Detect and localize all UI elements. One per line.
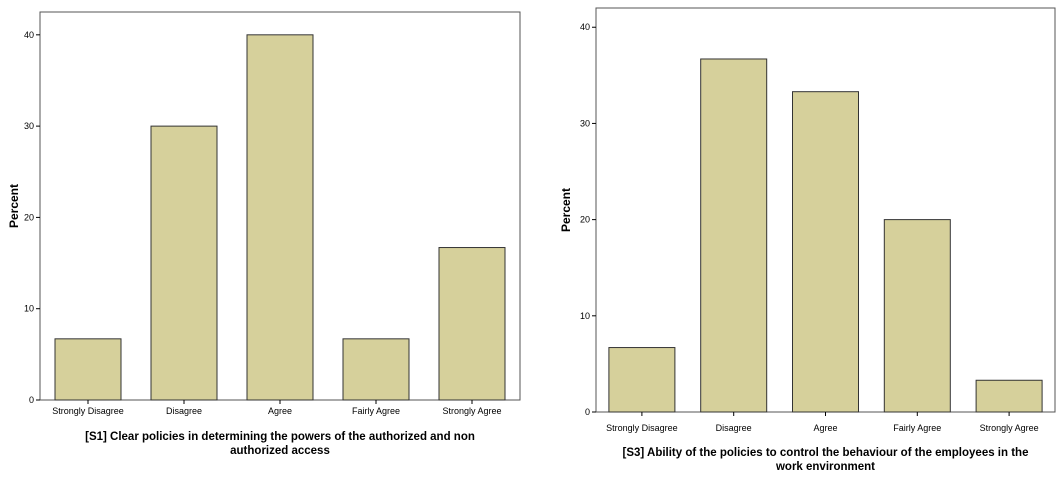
x-tick-label: Fairly Agree <box>893 423 941 433</box>
x-tick-label: Agree <box>268 406 292 416</box>
x-tick-label: Agree <box>813 423 837 433</box>
chart-panel-s3: 0 10 20 30 40 Percent Strongly Disagree Disagre… <box>530 0 1060 480</box>
y-tick-label: 40 <box>580 22 590 32</box>
y-tick-label: 10 <box>24 304 34 314</box>
y-axis-label: Percent <box>559 188 573 232</box>
bar-chart-s3: 0 10 20 30 40 Percent Strongly Disagree Disagre… <box>559 7 1056 473</box>
y-axis-label: Percent <box>7 184 21 228</box>
y-tick-label: 20 <box>580 215 590 225</box>
bar-agree <box>792 91 859 413</box>
x-tick-label: Strongly Agree <box>980 423 1039 433</box>
bar-strongly-disagree <box>54 338 122 401</box>
bar-agree <box>246 34 314 401</box>
y-tick-label: 0 <box>29 395 34 405</box>
x-tick-label: Disagree <box>716 423 752 433</box>
chart-panel-s1: 0 10 20 30 40 Percent Strongly Disagree Disagre… <box>7 11 521 457</box>
y-tick-label: 0 <box>585 407 590 417</box>
y-tick-label: 40 <box>24 30 34 40</box>
bar-fairly-agree <box>883 219 951 413</box>
y-tick-label: 30 <box>580 118 590 128</box>
x-tick-label: Strongly Agree <box>442 406 501 416</box>
bar-strongly-disagree <box>608 347 676 413</box>
bar-disagree <box>700 58 768 413</box>
y-tick-label: 10 <box>580 311 590 321</box>
x-axis-label-line: authorized access <box>230 445 330 457</box>
x-axis-label-line: [S1] Clear policies in determining the p… <box>85 431 475 443</box>
y-tick-label: 30 <box>24 121 34 131</box>
y-tick-label: 20 <box>24 212 34 222</box>
x-tick-label: Strongly Disagree <box>606 423 678 433</box>
bar-strongly-agree <box>975 379 1043 413</box>
x-axis-label-line: [S3] Ability of the policies to control … <box>623 447 1029 459</box>
x-tick-label: Fairly Agree <box>352 406 400 416</box>
bar-fairly-agree <box>342 338 410 401</box>
bar-chart-s1: 0 10 20 30 40 Percent Strongly Disagree Disagre… <box>7 11 521 457</box>
x-tick-label: Strongly Disagree <box>52 406 124 416</box>
bar-disagree <box>150 125 218 401</box>
bar-strongly-agree <box>438 247 506 401</box>
x-axis-label-line: work environment <box>775 461 875 473</box>
x-tick-label: Disagree <box>166 406 202 416</box>
